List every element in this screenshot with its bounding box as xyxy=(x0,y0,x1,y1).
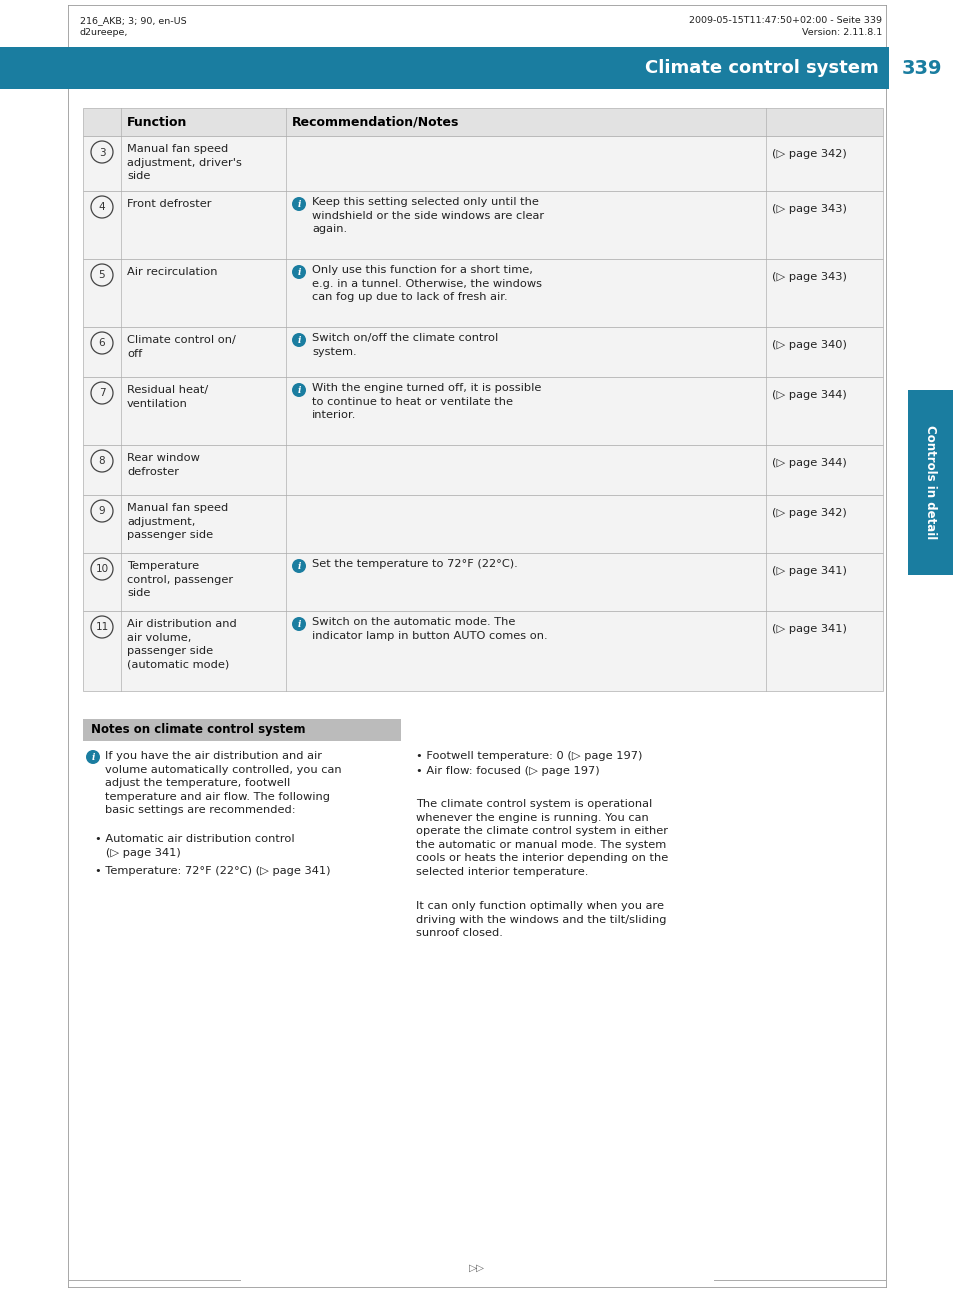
Text: • Temperature: 72°F (22°C) (▷ page 341): • Temperature: 72°F (22°C) (▷ page 341) xyxy=(95,866,330,876)
Text: Notes on climate control system: Notes on climate control system xyxy=(91,723,305,736)
Circle shape xyxy=(292,265,306,280)
Text: i: i xyxy=(297,562,300,571)
Text: • Automatic air distribution control
   (▷ page 341): • Automatic air distribution control (▷ … xyxy=(95,835,294,858)
Text: Keep this setting selected only until the
windshield or the side windows are cle: Keep this setting selected only until th… xyxy=(312,197,543,234)
Text: Switch on/off the climate control
system.: Switch on/off the climate control system… xyxy=(312,333,497,357)
Bar xyxy=(83,136,882,192)
Circle shape xyxy=(86,751,100,763)
Text: Manual fan speed
adjustment,
passenger side: Manual fan speed adjustment, passenger s… xyxy=(127,503,228,540)
Text: Climate control on/
off: Climate control on/ off xyxy=(127,335,235,358)
Circle shape xyxy=(292,559,306,573)
Text: Function: Function xyxy=(127,115,187,128)
Text: (▷ page 344): (▷ page 344) xyxy=(771,458,846,468)
Text: (▷ page 344): (▷ page 344) xyxy=(771,389,846,400)
Text: i: i xyxy=(297,201,300,210)
Text: Switch on the automatic mode. The
indicator lamp in button AUTO comes on.: Switch on the automatic mode. The indica… xyxy=(312,617,547,641)
Text: It can only function optimally when you are
driving with the windows and the til: It can only function optimally when you … xyxy=(416,901,666,938)
Circle shape xyxy=(292,333,306,347)
Text: Residual heat/
ventilation: Residual heat/ ventilation xyxy=(127,386,208,409)
Text: Controls in detail: Controls in detail xyxy=(923,426,937,540)
Text: 2009-05-15T11:47:50+02:00 - Seite 339: 2009-05-15T11:47:50+02:00 - Seite 339 xyxy=(688,16,882,25)
Text: Manual fan speed
adjustment, driver's
side: Manual fan speed adjustment, driver's si… xyxy=(127,144,242,181)
Text: Recommendation/Notes: Recommendation/Notes xyxy=(292,115,459,128)
Text: (▷ page 343): (▷ page 343) xyxy=(771,272,846,282)
Text: (▷ page 342): (▷ page 342) xyxy=(771,149,846,159)
Circle shape xyxy=(292,383,306,397)
Text: With the engine turned off, it is possible
to continue to heat or ventilate the
: With the engine turned off, it is possib… xyxy=(312,383,540,421)
Text: (▷ page 340): (▷ page 340) xyxy=(771,340,846,349)
Text: Temperature
control, passenger
side: Temperature control, passenger side xyxy=(127,562,233,598)
Text: 9: 9 xyxy=(98,506,105,516)
Text: 5: 5 xyxy=(98,270,105,281)
Text: (▷ page 343): (▷ page 343) xyxy=(771,204,846,214)
Text: i: i xyxy=(297,268,300,277)
Text: 8: 8 xyxy=(98,457,105,467)
Text: 3: 3 xyxy=(98,148,105,158)
Bar xyxy=(83,192,882,259)
Text: Set the temperature to 72°F (22°C).: Set the temperature to 72°F (22°C). xyxy=(312,559,517,569)
Bar xyxy=(83,377,882,445)
Text: • Footwell temperature: 0 (▷ page 197)
• Air flow: focused (▷ page 197): • Footwell temperature: 0 (▷ page 197) •… xyxy=(416,751,641,776)
Text: 216_AKB; 3; 90, en-US: 216_AKB; 3; 90, en-US xyxy=(80,16,187,25)
Text: i: i xyxy=(297,386,300,395)
Text: (▷ page 342): (▷ page 342) xyxy=(771,509,846,518)
Bar xyxy=(907,389,953,575)
Text: i: i xyxy=(297,336,300,345)
Bar xyxy=(83,719,400,741)
Circle shape xyxy=(292,617,306,631)
Text: Version: 2.11.8.1: Version: 2.11.8.1 xyxy=(801,28,882,38)
Text: Air distribution and
air volume,
passenger side
(automatic mode): Air distribution and air volume, passeng… xyxy=(127,619,236,670)
Text: Climate control system: Climate control system xyxy=(644,60,878,78)
Circle shape xyxy=(292,197,306,211)
Text: i: i xyxy=(91,753,94,762)
Bar xyxy=(83,327,882,377)
Bar xyxy=(83,107,882,136)
Text: Air recirculation: Air recirculation xyxy=(127,267,217,277)
Bar xyxy=(83,496,882,553)
Text: Front defroster: Front defroster xyxy=(127,199,212,210)
Text: (▷ page 341): (▷ page 341) xyxy=(771,624,846,634)
Bar xyxy=(83,611,882,691)
Text: 10: 10 xyxy=(95,564,109,575)
Text: 7: 7 xyxy=(98,388,105,399)
Text: 339: 339 xyxy=(901,58,941,78)
Bar xyxy=(83,445,882,496)
Text: 6: 6 xyxy=(98,339,105,348)
Text: ▷▷: ▷▷ xyxy=(469,1263,484,1273)
Text: Rear window
defroster: Rear window defroster xyxy=(127,453,200,476)
Text: d2ureepe,: d2ureepe, xyxy=(80,28,129,38)
Text: i: i xyxy=(297,620,300,629)
Text: (▷ page 341): (▷ page 341) xyxy=(771,565,846,576)
Text: 4: 4 xyxy=(98,202,105,212)
Bar xyxy=(0,47,953,89)
Bar xyxy=(83,259,882,327)
Text: If you have the air distribution and air
volume automatically controlled, you ca: If you have the air distribution and air… xyxy=(105,751,341,815)
Text: The climate control system is operational
whenever the engine is running. You ca: The climate control system is operationa… xyxy=(416,798,667,877)
Text: Only use this function for a short time,
e.g. in a tunnel. Otherwise, the window: Only use this function for a short time,… xyxy=(312,265,541,303)
Text: 11: 11 xyxy=(95,622,109,633)
Bar xyxy=(888,47,953,89)
Bar xyxy=(83,553,882,611)
